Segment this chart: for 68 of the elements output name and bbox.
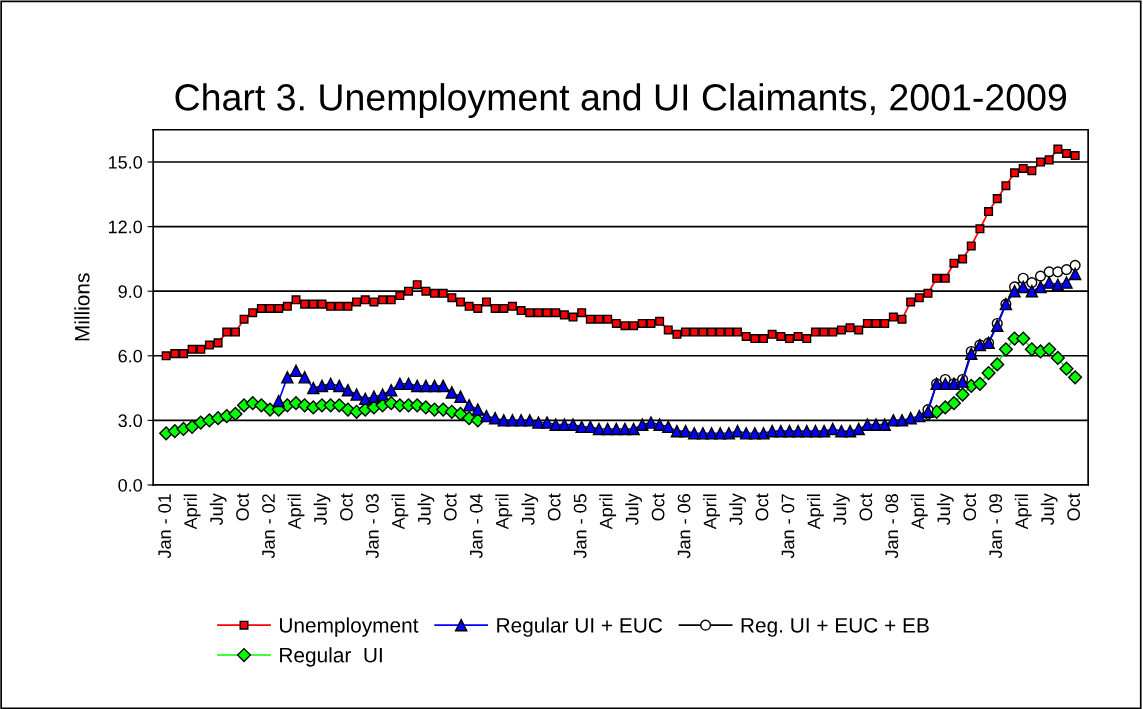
x-tick-label: April — [599, 494, 617, 530]
point — [990, 357, 1005, 372]
x-tick-label: July — [521, 493, 539, 526]
point — [1034, 270, 1047, 282]
x-tick-label: July — [313, 493, 331, 526]
point — [955, 387, 970, 402]
point — [1042, 342, 1057, 357]
point — [1068, 370, 1083, 385]
x-tick-label: July — [209, 493, 227, 526]
point — [332, 398, 347, 413]
x-tick-label: April — [703, 494, 720, 530]
point — [254, 398, 269, 413]
point — [972, 376, 987, 391]
y-tick-label: 9.0 — [118, 285, 143, 298]
chart-title: Chart 3. Unemployment and UI Claimants, 2001-2009 — [175, 83, 1067, 119]
point — [998, 342, 1013, 357]
point — [938, 400, 953, 415]
legend-label: Unemployment — [279, 617, 419, 637]
x-tick-label: Jan - 05 — [573, 494, 587, 559]
point — [1059, 361, 1074, 376]
x-tick-label: July — [1040, 493, 1058, 526]
x-tick-label: Jan - 08 — [885, 494, 899, 559]
y-tick-label: 0.0 — [118, 478, 143, 492]
x-tick-label: July — [832, 493, 850, 526]
x-tick-label: July — [729, 493, 746, 526]
point — [1026, 277, 1038, 289]
x-tick-label: Oct — [963, 493, 977, 521]
x-tick-label: July — [936, 493, 954, 526]
point — [946, 396, 962, 411]
x-tick-label: Jan - 03 — [365, 494, 379, 559]
point — [167, 424, 182, 439]
y-tick-label: 6.0 — [118, 349, 143, 363]
point — [1016, 331, 1031, 346]
x-tick-label: April — [1014, 494, 1032, 530]
x-tick-label: April — [391, 494, 409, 530]
x-tick-label: Oct — [547, 493, 561, 521]
point — [228, 406, 243, 421]
x-tick-label: Oct — [755, 493, 769, 521]
x-tick-label: April — [910, 494, 928, 530]
point — [981, 365, 996, 381]
point — [1069, 259, 1081, 271]
point — [1060, 264, 1073, 276]
x-tick-label: Jan - 07 — [781, 494, 795, 559]
y-tick-label: 3.0 — [118, 414, 143, 428]
x-tick-label: Oct — [236, 493, 249, 521]
x-tick-label: Jan - 09 — [989, 494, 1003, 559]
x-tick-label: Jan - 06 — [677, 494, 691, 559]
x-tick-label: Oct — [1067, 493, 1080, 521]
x-tick-label: July — [625, 493, 643, 526]
y-tick-label: 15.0 — [108, 155, 143, 169]
x-tick-label: April — [495, 494, 513, 530]
legend-label: Reg. UI + EUC + EB — [741, 617, 929, 637]
x-tick-label: Jan - 04 — [469, 493, 483, 559]
x-tick-label: Oct — [443, 493, 457, 521]
legend-label: Regular UI + EUC — [497, 617, 663, 637]
x-tick-label: April — [807, 494, 824, 530]
point — [1050, 350, 1065, 366]
x-tick-label: Oct — [651, 493, 665, 521]
y-tick-label: 12.0 — [108, 220, 143, 234]
x-tick-label: Jan - 01 — [158, 494, 171, 559]
legend-label: Regular UI — [280, 647, 382, 667]
y-axis-title: Millions — [74, 273, 90, 341]
x-tick-label: Oct — [859, 493, 873, 521]
x-tick-label: Oct — [340, 493, 353, 521]
x-tick-label: Jan - 02 — [262, 494, 275, 559]
x-tick-label: July — [417, 493, 435, 526]
x-tick-label: April — [183, 494, 201, 530]
x-tick-label: April — [287, 494, 305, 530]
